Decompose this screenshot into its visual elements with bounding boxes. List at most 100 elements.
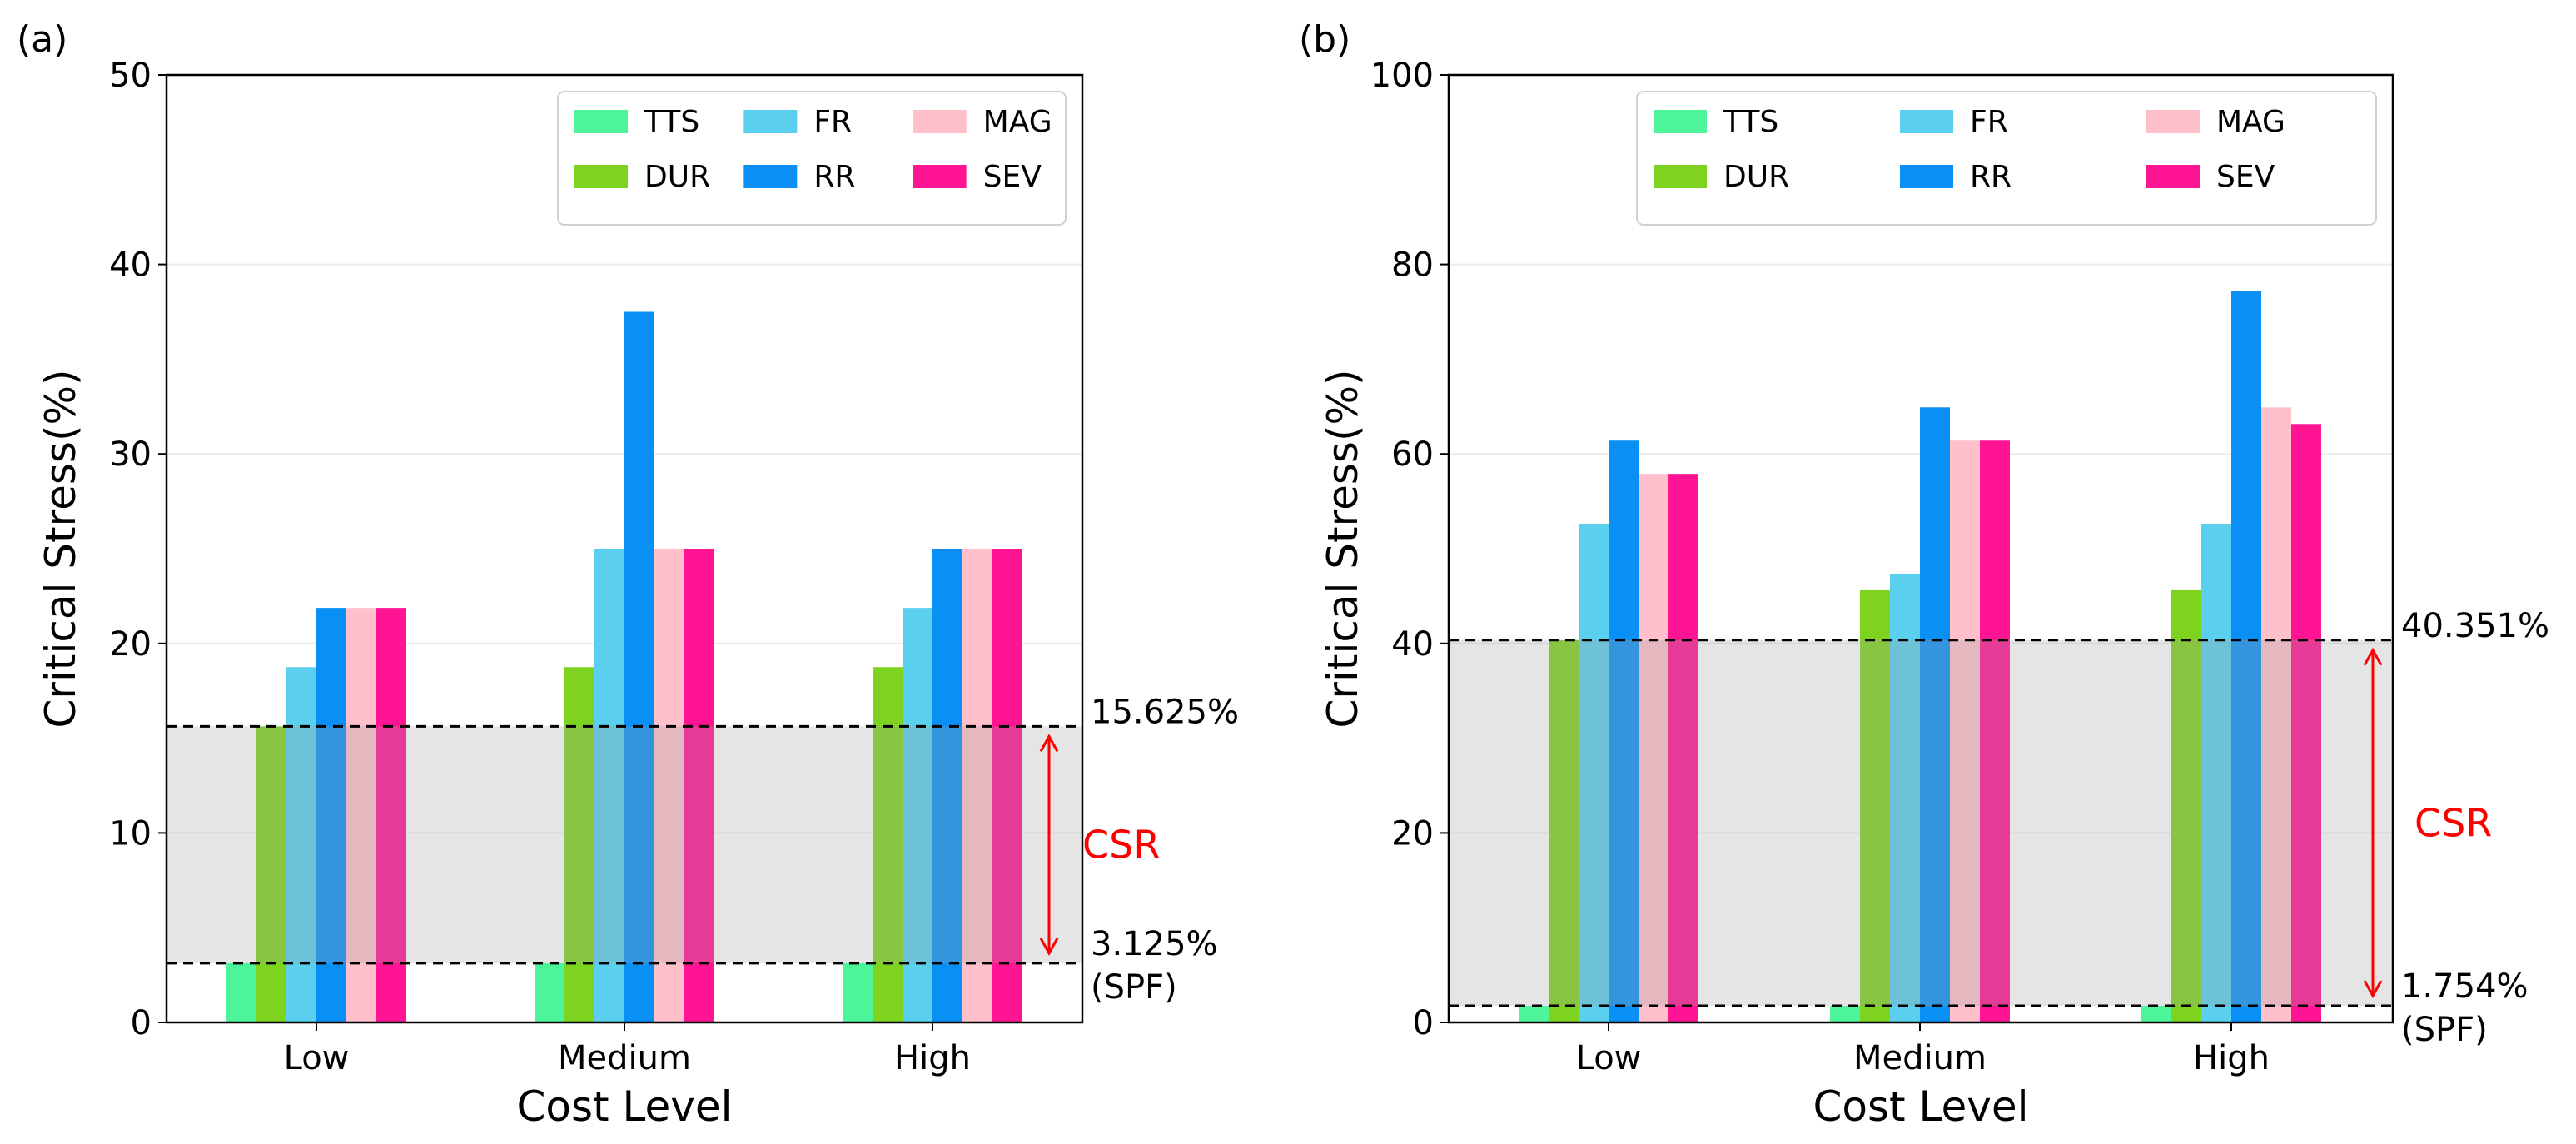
legend-swatch-fr [1900,110,1953,133]
legend: TTS DUR FR RR MAG SEV [557,91,1067,226]
csr-label: CSR [2414,800,2492,845]
legend-swatch-rr [743,165,798,188]
x-tick-label: High [894,1039,971,1077]
y-tick-label: 30 [109,435,152,474]
legend-label-rr: RR [1970,160,2012,194]
legend-label-mag: MAG [983,105,1052,139]
upper-threshold-label: 15.625% [1091,693,1239,731]
y-axis-label: Critical Stress(%) [1319,370,1367,729]
bar-rr-low [1609,440,1639,1022]
bar-tts-high [843,962,873,1022]
bar-mag-low [1639,474,1668,1022]
bar-fr-low [1579,524,1609,1022]
y-axis-label: Critical Stress(%) [37,370,85,729]
bar-fr-medium [594,549,624,1022]
x-tick-label: Low [1576,1039,1642,1077]
bar-mag-high [2261,407,2291,1022]
x-tick-label: High [2193,1039,2270,1077]
bar-tts-medium [1830,1006,1860,1022]
bar-tts-low [1519,1006,1549,1022]
legend-swatch-tts [574,110,628,133]
bar-sev-medium [684,549,714,1022]
y-tick-label: 10 [109,814,152,853]
bar-sev-low [1668,474,1698,1022]
legend-label-dur: DUR [1723,160,1789,194]
csr-arrow-head-down [1039,938,1059,956]
legend-label-mag: MAG [2216,105,2285,139]
bar-sev-high [992,549,1022,1022]
legend-label-tts: TTS [644,105,699,139]
legend-swatch-tts [1654,110,1707,133]
bar-tts-high [2141,1006,2171,1022]
bar-rr-high [932,549,962,1022]
y-tick-label: 0 [1413,1004,1434,1042]
legend-swatch-rr [1900,165,1953,188]
bar-fr-high [2201,524,2231,1022]
y-tick-label: 20 [109,625,152,664]
y-tick-label: 40 [1391,625,1434,664]
bar-rr-low [316,608,346,1022]
legend-swatch-dur [574,165,628,188]
legend-swatch-mag [2146,110,2200,133]
y-tick-label: 20 [1391,814,1434,853]
legend-swatch-sev [913,165,967,188]
csr-band [167,726,1082,963]
bar-dur-medium [1860,589,1890,1022]
csr-band [1449,639,2393,1007]
y-tick-label: 60 [1391,435,1434,474]
bar-mag-medium [1950,440,1980,1022]
bar-fr-high [903,608,932,1022]
bar-sev-low [376,608,406,1022]
bar-rr-high [2231,291,2261,1022]
legend-label-rr: RR [813,160,855,194]
bar-tts-medium [535,962,564,1022]
csr-label: CSR [1082,823,1160,868]
y-tick-label: 100 [1370,57,1434,95]
bar-mag-low [346,608,376,1022]
y-tick-label: 80 [1391,246,1434,285]
csr-arrow-head-up [2363,647,2383,666]
legend-label-sev: SEV [2216,160,2275,194]
bar-mag-medium [654,549,684,1022]
bar-mag-high [962,549,992,1022]
chart-panel-b: (b) 0 20 40 60 80 100 40.351% 1.754% (SPF) CSR Low M… [1299,18,2549,1131]
legend-swatch-fr [743,110,798,133]
legend-label-fr: FR [1970,105,2008,139]
y-tick-label: 50 [109,57,152,95]
legend-label-sev: SEV [983,160,1042,194]
x-tick-label: Medium [1853,1039,1987,1077]
legend: TTS DUR FR RR MAG SEV [1636,91,2377,226]
panel-label: (b) [1299,18,1350,61]
spf-threshold-label: 1.754% [2401,967,2529,1006]
legend-swatch-mag [913,110,967,133]
csr-arrow-head-down [2363,980,2383,999]
x-axis-label: Cost Level [516,1082,732,1131]
panel-label: (a) [17,18,67,61]
x-tick-label: Low [284,1039,350,1077]
spf-threshold-label: 3.125% [1091,925,1218,963]
bar-rr-medium [624,311,654,1022]
csr-arrow-head-up [1039,734,1059,753]
bar-dur-low [1549,639,1579,1022]
x-axis-label: Cost Level [1813,1082,2028,1131]
legend-label-fr: FR [813,105,852,139]
bar-dur-high [2171,589,2201,1022]
bar-sev-medium [1980,440,2010,1022]
bar-tts-low [226,962,256,1022]
legend-swatch-dur [1654,165,1707,188]
y-tick-label: 40 [109,246,152,285]
legend-label-dur: DUR [644,160,710,194]
bar-rr-medium [1920,407,1950,1022]
spf-sublabel: (SPF) [1091,968,1177,1007]
bar-dur-low [256,726,286,1022]
x-tick-label: Medium [558,1039,691,1077]
spf-sublabel: (SPF) [2401,1011,2488,1049]
y-tick-label: 0 [131,1004,152,1042]
legend-swatch-sev [2146,165,2200,188]
bar-fr-medium [1890,573,1920,1022]
bar-sev-high [2291,424,2321,1022]
upper-threshold-label: 40.351% [2401,607,2549,645]
legend-label-tts: TTS [1723,105,1778,139]
chart-panel-a: (a) 0 10 20 30 40 50 15.625% 3.125% (SPF) CSR Low Me… [17,18,1239,1131]
